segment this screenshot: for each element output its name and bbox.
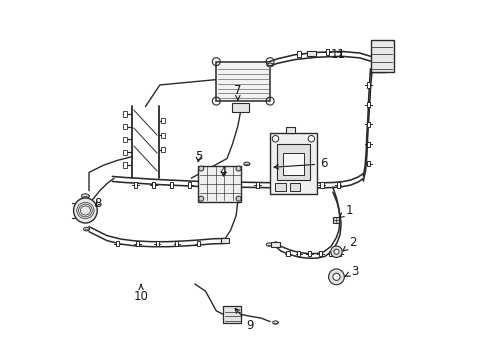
Bar xyxy=(335,251,338,256)
Polygon shape xyxy=(81,194,89,198)
Bar xyxy=(275,183,286,192)
Bar xyxy=(116,241,119,246)
Bar xyxy=(216,62,270,101)
Circle shape xyxy=(308,135,315,142)
Bar xyxy=(290,183,300,192)
Bar xyxy=(329,251,333,256)
Bar xyxy=(287,127,295,134)
Bar xyxy=(308,251,311,256)
Text: 9: 9 xyxy=(235,309,254,332)
Text: 1: 1 xyxy=(340,204,353,217)
Bar xyxy=(170,183,173,188)
Bar xyxy=(367,141,370,147)
Bar xyxy=(232,103,248,112)
Bar xyxy=(270,134,317,194)
Polygon shape xyxy=(244,162,250,166)
Circle shape xyxy=(199,166,204,171)
Circle shape xyxy=(236,196,241,201)
Bar xyxy=(326,49,329,55)
Circle shape xyxy=(334,249,339,254)
Bar xyxy=(367,102,370,107)
Bar xyxy=(161,147,165,152)
Ellipse shape xyxy=(74,198,97,223)
Circle shape xyxy=(199,196,204,201)
Bar xyxy=(175,241,178,246)
Bar xyxy=(283,153,304,175)
Polygon shape xyxy=(266,243,272,246)
Bar xyxy=(123,136,127,142)
Bar xyxy=(188,183,191,188)
Circle shape xyxy=(333,273,340,280)
Bar xyxy=(333,217,339,223)
Bar xyxy=(367,122,370,127)
Text: 8: 8 xyxy=(94,197,101,210)
Bar xyxy=(211,183,214,188)
Text: 6: 6 xyxy=(274,157,328,170)
Bar xyxy=(337,183,340,188)
Circle shape xyxy=(236,166,241,171)
Polygon shape xyxy=(273,321,278,324)
Bar xyxy=(367,82,370,87)
Bar xyxy=(297,251,300,256)
Bar xyxy=(134,183,137,188)
Bar xyxy=(370,40,394,72)
Text: 10: 10 xyxy=(134,284,148,303)
Bar xyxy=(277,144,310,180)
Bar xyxy=(338,251,341,256)
Text: 3: 3 xyxy=(345,265,358,278)
Bar xyxy=(256,183,259,188)
Polygon shape xyxy=(267,63,273,67)
Bar xyxy=(123,149,127,155)
Bar xyxy=(123,111,127,117)
Bar xyxy=(287,251,290,256)
Bar xyxy=(277,183,281,188)
Text: 11: 11 xyxy=(331,48,346,61)
Polygon shape xyxy=(83,228,90,231)
Circle shape xyxy=(331,246,342,257)
Bar xyxy=(367,161,370,166)
Bar xyxy=(136,241,139,246)
Bar xyxy=(234,183,238,188)
Circle shape xyxy=(329,269,344,285)
Bar xyxy=(155,241,159,246)
Circle shape xyxy=(272,135,279,142)
Bar xyxy=(337,251,341,256)
Bar xyxy=(152,183,155,188)
Bar xyxy=(123,124,127,130)
Bar xyxy=(221,238,229,243)
Bar xyxy=(320,183,324,188)
Bar xyxy=(271,242,280,247)
Bar xyxy=(123,162,127,168)
Bar xyxy=(198,166,242,202)
Text: 4: 4 xyxy=(220,165,227,177)
Bar xyxy=(223,306,242,323)
Bar xyxy=(318,251,322,256)
Bar xyxy=(161,133,165,138)
Text: 2: 2 xyxy=(343,236,356,251)
Bar xyxy=(307,51,316,56)
Text: 7: 7 xyxy=(234,84,242,100)
Bar xyxy=(297,51,300,57)
Bar xyxy=(299,183,302,188)
Bar xyxy=(161,118,165,123)
Text: 5: 5 xyxy=(195,150,202,163)
Bar xyxy=(197,241,200,246)
